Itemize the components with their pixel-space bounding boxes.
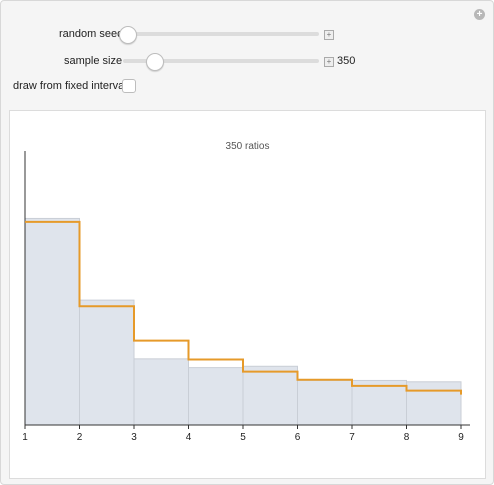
- add-icon[interactable]: +: [474, 9, 485, 20]
- fixed-interval-label: draw from fixed interval: [13, 80, 127, 92]
- x-tick-label: 4: [186, 432, 192, 443]
- x-tick-label: 2: [77, 432, 83, 443]
- histogram-bar: [351, 379, 407, 426]
- random-seed-label: random seed: [59, 28, 124, 40]
- sample-size-label: sample size: [64, 55, 123, 67]
- plot-area: 350 ratios 1 2 3 4 5 6 7 8 9: [9, 110, 486, 479]
- histogram-bar: [188, 367, 244, 426]
- histogram-bar: [297, 379, 353, 426]
- histogram-bar: [406, 381, 462, 426]
- chart-title: 350 ratios: [225, 141, 270, 152]
- distribution-step-line: [25, 220, 462, 395]
- sample-size-slider[interactable]: [123, 59, 319, 63]
- x-tick-label: 6: [295, 432, 301, 443]
- x-tick-label: 9: [458, 432, 464, 443]
- sample-size-expand-icon[interactable]: +: [324, 57, 334, 67]
- histogram-bar: [79, 299, 135, 426]
- x-tick-label: 8: [404, 432, 410, 443]
- fixed-interval-checkbox[interactable]: [122, 79, 136, 93]
- random-seed-slider[interactable]: [123, 32, 319, 36]
- x-tick-label: 5: [240, 432, 246, 443]
- random-seed-expand-icon[interactable]: +: [324, 30, 334, 40]
- x-tick-label: 7: [349, 432, 355, 443]
- histogram-bar: [24, 217, 80, 426]
- histogram-bar: [242, 365, 298, 426]
- histogram-bar: [133, 358, 189, 426]
- sample-size-value: 350: [337, 55, 356, 67]
- sample-size-slider-thumb[interactable]: [145, 53, 164, 71]
- x-tick-label: 3: [131, 432, 137, 443]
- histogram-chart: 1 2 3 4 5 6 7 8 9: [22, 151, 470, 443]
- x-tick-label: 1: [22, 432, 28, 443]
- random-seed-slider-thumb[interactable]: [119, 26, 137, 44]
